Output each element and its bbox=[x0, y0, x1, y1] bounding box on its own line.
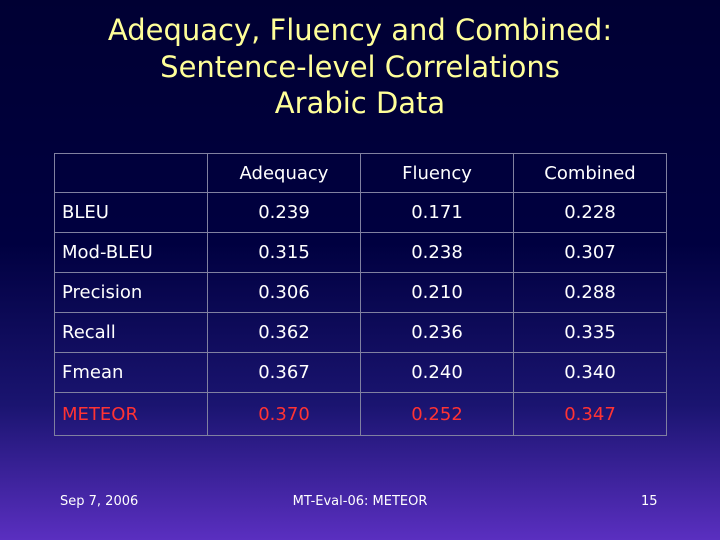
title-line: Arabic Data bbox=[274, 86, 446, 120]
table-row: BLEU 0.239 0.171 0.228 bbox=[54, 192, 667, 233]
table-row: Recall 0.362 0.236 0.335 bbox=[54, 312, 667, 353]
table-cell: METEOR bbox=[54, 392, 208, 436]
page-number: 15 bbox=[641, 494, 658, 509]
table-row: Fmean 0.367 0.240 0.340 bbox=[54, 352, 667, 393]
table-cell: 0.362 bbox=[207, 312, 361, 353]
title: Adequacy, Fluency and Combined: Sentence… bbox=[0, 12, 720, 122]
table-cell: Mod-BLEU bbox=[54, 232, 208, 273]
table-cell: 0.210 bbox=[360, 272, 514, 313]
table-row: Precision 0.306 0.210 0.288 bbox=[54, 272, 667, 313]
table-cell: 0.171 bbox=[360, 192, 514, 233]
table-cell: Recall bbox=[54, 312, 208, 353]
table-cell: Adequacy bbox=[207, 153, 361, 193]
correlation-table: Adequacy Fluency Combined BLEU 0.239 0.171 0.2… bbox=[54, 153, 667, 436]
table-cell: 0.238 bbox=[360, 232, 514, 273]
table-cell: 0.252 bbox=[360, 392, 514, 436]
table-cell: 0.307 bbox=[513, 232, 667, 273]
table-row: METEOR 0.370 0.252 0.347 bbox=[54, 392, 667, 436]
table-cell: 0.315 bbox=[207, 232, 361, 273]
table-cell: 0.288 bbox=[513, 272, 667, 313]
footer-date: Sep 7, 2006 bbox=[60, 494, 139, 509]
table-cell: 0.347 bbox=[513, 392, 667, 436]
table-row: Mod-BLEU 0.315 0.238 0.307 bbox=[54, 232, 667, 273]
table-cell: 0.335 bbox=[513, 312, 667, 353]
footer-title: MT-Eval-06: METEOR bbox=[292, 494, 428, 509]
table-cell: Fluency bbox=[360, 153, 514, 193]
table-cell: 0.367 bbox=[207, 352, 361, 393]
table-cell: Fmean bbox=[54, 352, 208, 393]
table-cell: 0.370 bbox=[207, 392, 361, 436]
table-cell: 0.228 bbox=[513, 192, 667, 233]
table-cell bbox=[54, 153, 208, 193]
table-cell: 0.236 bbox=[360, 312, 514, 353]
table-cell: 0.240 bbox=[360, 352, 514, 393]
table-cell: 0.239 bbox=[207, 192, 361, 233]
title-line: Adequacy, Fluency and Combined: bbox=[107, 13, 613, 47]
table-cell: Precision bbox=[54, 272, 208, 313]
table-cell: 0.306 bbox=[207, 272, 361, 313]
table-cell: Combined bbox=[513, 153, 667, 193]
table-row: Adequacy Fluency Combined bbox=[54, 153, 667, 193]
table-cell: 0.340 bbox=[513, 352, 667, 393]
table-cell: BLEU bbox=[54, 192, 208, 233]
title-line: Sentence-level Correlations bbox=[160, 49, 560, 84]
